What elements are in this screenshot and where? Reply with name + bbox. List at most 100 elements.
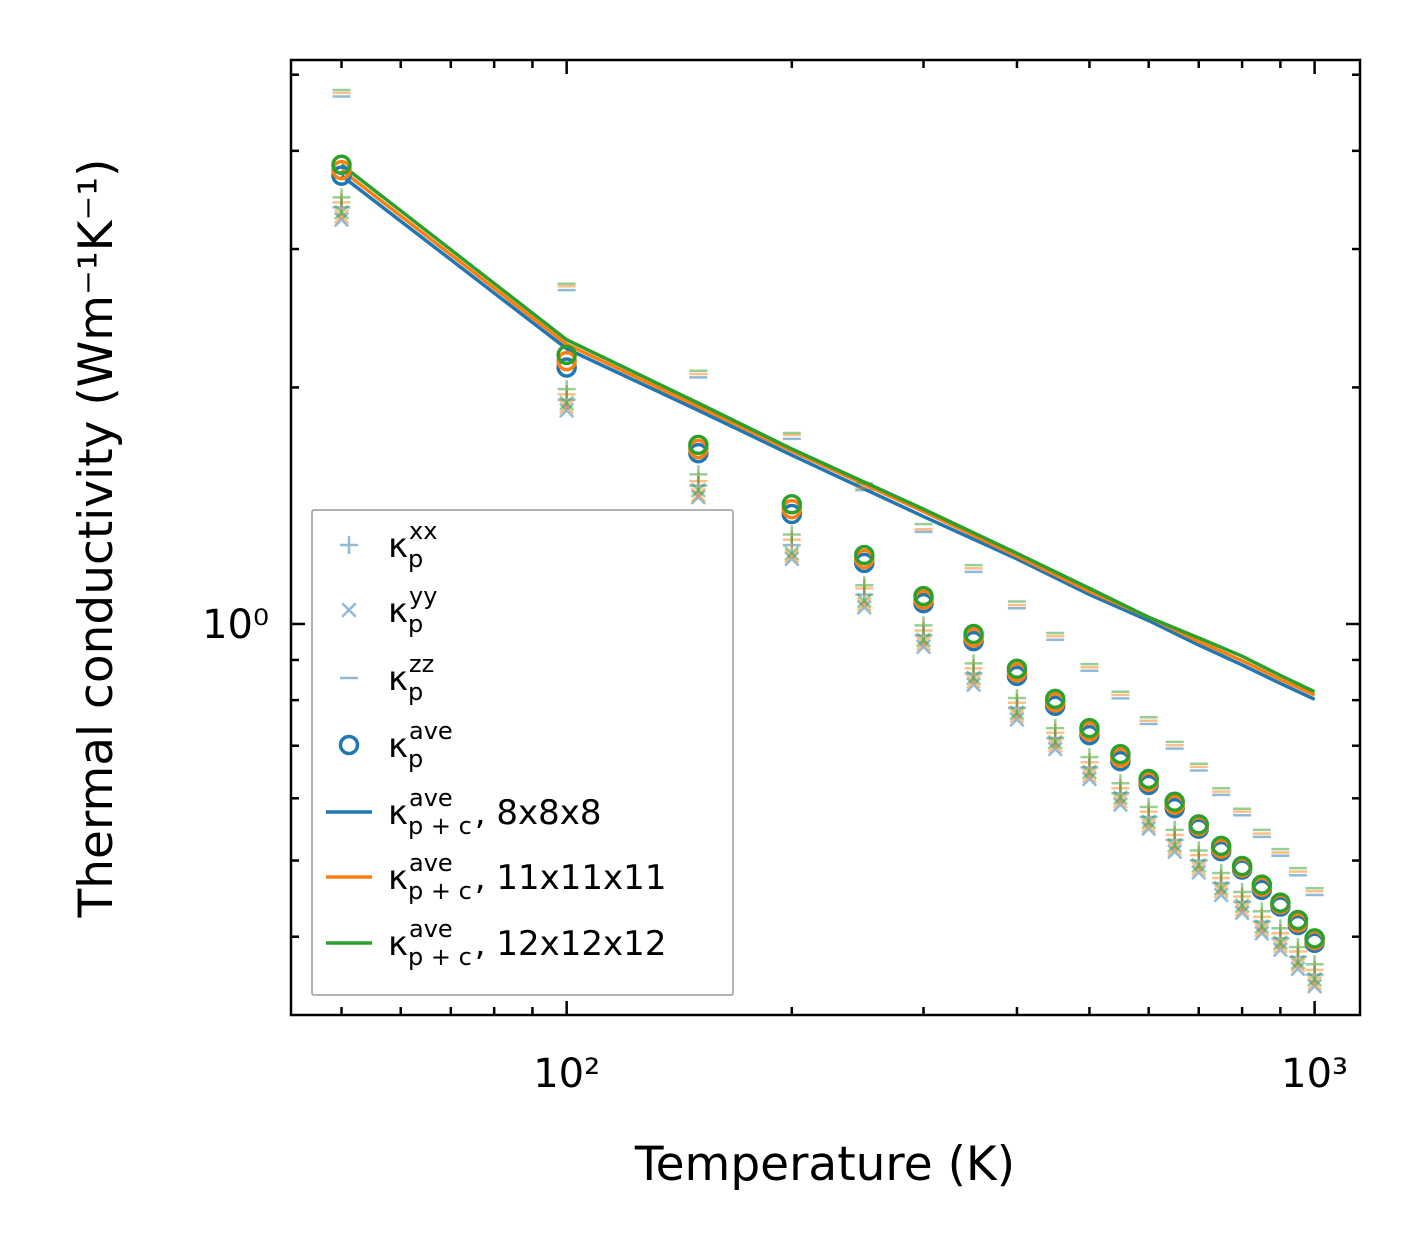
plus-marker — [1305, 955, 1324, 974]
kappa-yy-point — [690, 487, 706, 503]
kappa-ave-point — [688, 434, 709, 456]
kappa-ave-point — [556, 357, 577, 378]
kappa-xx-point — [557, 380, 576, 399]
x-marker — [784, 545, 800, 561]
plus-marker — [689, 465, 708, 484]
kappa-yy-point — [784, 545, 800, 561]
circle-marker — [1079, 717, 1100, 739]
axis-ticks: 10² 10³ 10⁰ — [202, 60, 1360, 1097]
y-axis-label: Thermal conductivity (Wm⁻¹K⁻¹) — [69, 159, 124, 919]
kappa-ave-point — [1138, 768, 1159, 790]
kappa-yy-point — [1047, 734, 1063, 750]
legend-label: κp — [388, 659, 423, 706]
kappa-yy-point — [915, 636, 932, 652]
kappa-yy-point — [965, 677, 982, 693]
kappa-yy-point — [333, 208, 350, 225]
kappa-yy-point — [1290, 961, 1306, 977]
legend-symbol: κ — [388, 526, 408, 566]
x-marker — [1213, 887, 1229, 903]
x-marker — [784, 548, 800, 564]
plus-marker — [1139, 797, 1158, 816]
kappa-yy-point — [1009, 705, 1025, 721]
x-marker — [1167, 837, 1183, 853]
kappa-yy-point — [1234, 902, 1250, 918]
series-12x12x12 — [332, 88, 1324, 987]
x-marker — [1191, 864, 1207, 880]
kappa-yy-point — [915, 639, 932, 655]
kappa-ave-point — [854, 544, 875, 566]
legend-symbol: κ — [388, 793, 408, 833]
legend-label: κp — [388, 726, 423, 773]
kappa-xx-point — [1288, 938, 1307, 957]
kappa-yy-point — [1167, 844, 1183, 860]
circle-marker — [1164, 791, 1185, 813]
legend-superscript: ave — [409, 915, 453, 943]
kappa-xx-point — [1165, 820, 1184, 839]
kappa-yy-point — [1047, 741, 1063, 757]
kappa-ave-point — [1231, 855, 1253, 877]
kappa-yy-point — [856, 599, 872, 615]
x-marker — [1167, 844, 1183, 860]
circle-marker — [1251, 874, 1273, 895]
kappa-yy-point — [690, 489, 706, 505]
kappa-yy-point — [1081, 768, 1098, 784]
kappa-ave-point — [556, 350, 577, 372]
kappa-yy-point — [1272, 938, 1289, 954]
kappa-ave-point — [1287, 909, 1309, 931]
legend-label: κp + c — [388, 858, 472, 905]
x-marker — [1234, 898, 1250, 914]
x-marker — [1081, 771, 1098, 787]
kappa-xx-point — [1252, 902, 1271, 921]
kappa-xx-point — [1212, 864, 1231, 883]
kappa-yy-point — [1191, 861, 1207, 877]
kappa-yy-point — [1213, 883, 1229, 899]
plus-marker — [1111, 774, 1130, 793]
x-marker — [1081, 764, 1098, 780]
legend-symbol: κ — [388, 858, 408, 898]
kappa-xx-point — [782, 525, 801, 544]
legend-superscript: zz — [409, 650, 434, 678]
legend-marker-swatch — [340, 536, 358, 554]
kappa-yy-point — [1112, 793, 1129, 809]
x-marker — [1272, 942, 1289, 958]
kappa-ave-point — [331, 154, 352, 176]
x-marker — [559, 402, 575, 418]
kappa-yy-point — [1290, 957, 1306, 973]
kappa-yy-point — [1254, 918, 1270, 935]
x-marker — [1141, 821, 1157, 837]
x-marker — [1234, 905, 1250, 921]
plus-marker — [1252, 902, 1271, 921]
plus-marker — [964, 654, 983, 673]
kappa-xx-point — [689, 465, 708, 484]
legend-suffix: , 12x12x12 — [475, 924, 667, 964]
kappa-yy-point — [1141, 821, 1157, 837]
circle-marker — [556, 350, 577, 372]
x-marker — [1112, 793, 1129, 809]
legend-superscript: yy — [409, 582, 437, 610]
circle-marker — [1044, 688, 1066, 710]
legend-superscript: ave — [409, 784, 453, 812]
kappa-yy-point — [690, 482, 706, 498]
legend-subscript: p — [408, 610, 423, 638]
x-marker — [1306, 971, 1323, 987]
kappa-yy-point — [965, 670, 982, 686]
kappa-yy-point — [965, 673, 982, 690]
x-marker — [1306, 975, 1323, 991]
kappa-yy-point — [1290, 954, 1306, 971]
kappa-yy-point — [1141, 814, 1157, 830]
plot-frame — [289, 58, 1362, 1017]
x-marker — [915, 636, 932, 652]
x-marker — [1234, 902, 1250, 918]
x-marker — [1213, 880, 1229, 896]
x-marker — [1047, 734, 1063, 750]
x-marker — [1272, 935, 1289, 951]
x-marker — [1141, 814, 1157, 830]
x-marker — [1272, 938, 1289, 954]
kappa-xx-point — [332, 188, 351, 207]
kappa-xx-point — [1111, 774, 1130, 793]
x-marker — [1047, 738, 1063, 754]
